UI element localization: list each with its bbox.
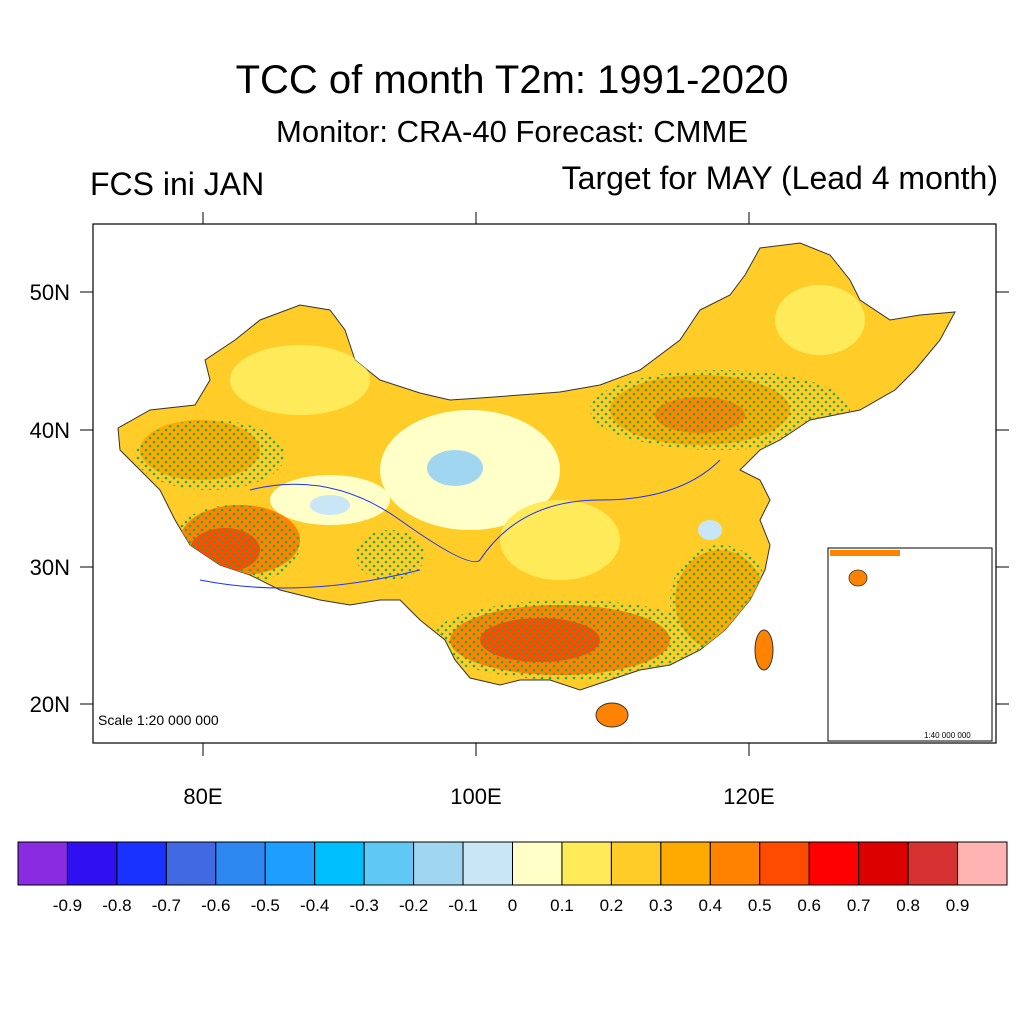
colorbar-swatch [165, 841, 217, 886]
colorbar-swatch [561, 841, 612, 886]
colorbar-swatch [610, 841, 662, 886]
inset-coast [830, 550, 900, 556]
colorbar-tick-label: 0 [507, 896, 518, 915]
colorbar-swatch [17, 841, 68, 886]
lat-label: 20N [29, 692, 70, 717]
colorbar-swatch [314, 841, 365, 886]
lat-label: 40N [29, 418, 70, 443]
colorbar-tick-label: -0.8 [102, 896, 132, 915]
colorbar-swatch [660, 841, 711, 886]
colorbar-tick-label: 0.2 [599, 896, 624, 915]
lon-label: 100E [450, 784, 502, 809]
colorbar-tick-label: -0.1 [448, 896, 478, 915]
colorbar-swatch [462, 841, 513, 886]
colorbar-swatch [957, 841, 1008, 886]
colorbar-swatch [363, 841, 415, 886]
lon-label: 80E [183, 784, 223, 809]
initialization-label: FCS ini JAN [90, 166, 265, 202]
colorbar-tick-label: 0.1 [550, 896, 574, 915]
colorbar-tick-label: 0.8 [896, 896, 920, 915]
colorbar-swatch [759, 841, 810, 886]
chart-subtitle: Monitor: CRA-40 Forecast: CMME [276, 114, 748, 149]
colorbar-swatch [66, 841, 118, 886]
colorbar-swatch [808, 841, 860, 886]
river-line [199, 569, 421, 589]
scale-label: Scale 1:20 000 000 [98, 712, 219, 728]
colorbar-tick-label: -0.9 [52, 896, 83, 915]
taiwan-island [754, 629, 774, 671]
colorbar-swatch [907, 841, 959, 886]
colorbar-swatch [512, 841, 563, 886]
colorbar-tick-label: -0.6 [201, 896, 231, 915]
lat-label: 50N [29, 280, 70, 305]
colorbar-tick-label: 0.9 [945, 896, 970, 915]
colorbar-tick-label: 0.4 [698, 896, 723, 915]
colorbar-swatch [215, 841, 266, 886]
colorbar-tick-label: -0.3 [349, 896, 379, 915]
target-label: Target for MAY (Lead 4 month) [561, 160, 998, 196]
chart-title: TCC of month T2m: 1991-2020 [235, 58, 789, 102]
colorbar [17, 841, 1008, 886]
colorbar-tick-label: 0.3 [649, 896, 673, 915]
colorbar-swatch [858, 841, 909, 886]
river-line [249, 459, 721, 563]
correlation-field [117, 242, 956, 691]
colorbar-tick-label: -0.2 [398, 896, 429, 915]
inset-scale-label: 1:40 000 000 [924, 731, 971, 740]
colorbar-tick-label: -0.7 [151, 896, 181, 915]
lat-label: 30N [29, 555, 70, 580]
colorbar-tick-label: 0.7 [846, 896, 871, 915]
colorbar-swatch [264, 841, 316, 886]
colorbar-tick-label: -0.5 [250, 896, 280, 915]
inset-island [848, 569, 868, 587]
colorbar-swatch [413, 841, 464, 886]
colorbar-tick-label: 0.6 [797, 896, 821, 915]
hainan-island [595, 702, 629, 728]
colorbar-swatch [709, 841, 761, 886]
lon-label: 120E [723, 784, 775, 809]
axis-ticks [80, 212, 1009, 756]
colorbar-swatch [116, 841, 167, 886]
colorbar-tick-label: -0.4 [300, 896, 330, 915]
colorbar-tick-label: 0.5 [747, 896, 772, 915]
